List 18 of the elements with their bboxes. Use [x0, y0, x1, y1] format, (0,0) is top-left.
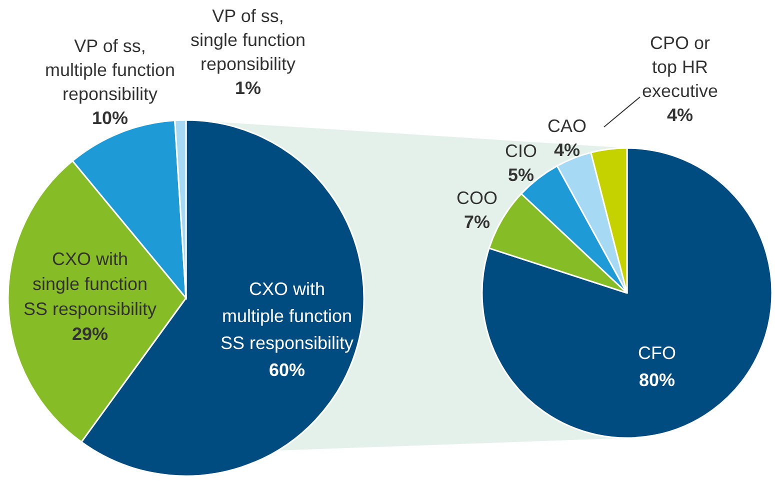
- data-label: 10%: [92, 108, 128, 128]
- slice-label: CFO: [638, 343, 676, 363]
- data-label: 4%: [554, 140, 580, 160]
- slice-label: CXO with multiple function SS responsibility: [220, 279, 354, 353]
- data-label: 5%: [508, 165, 534, 185]
- data-label: 1%: [234, 78, 262, 98]
- slice-label: CAO: [547, 116, 587, 136]
- data-label: 80%: [638, 370, 676, 390]
- slice-label: COO: [456, 188, 498, 208]
- slice-label: VP of ss, single function reponsibility: [190, 6, 306, 74]
- slice-label: CIO: [504, 141, 538, 161]
- data-label: 4%: [666, 105, 694, 125]
- slice-label: VP of ss, multiple function reponsibility: [44, 36, 176, 104]
- data-label: 7%: [464, 212, 490, 232]
- data-label: 29%: [72, 324, 108, 344]
- slice-label: CPO or top HR executive: [642, 33, 718, 101]
- slice-label: CXO with single function SS responsibility: [23, 249, 157, 319]
- data-label: 60%: [268, 360, 306, 380]
